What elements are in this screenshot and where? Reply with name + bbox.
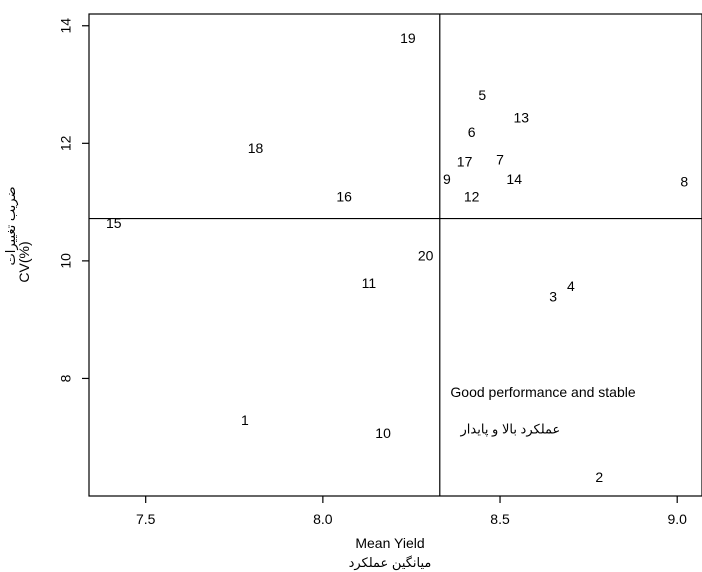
point-label-16: 16 xyxy=(336,189,352,205)
point-label-19: 19 xyxy=(400,30,416,46)
annotation-good-performance-persian: عملکرد بالا و پایدار xyxy=(460,422,561,438)
point-label-17: 17 xyxy=(457,153,473,169)
annotation-good-performance: Good performance and stable xyxy=(450,384,635,400)
plot-area xyxy=(88,13,702,497)
point-label-18: 18 xyxy=(248,140,264,156)
x-tick-label: 9.0 xyxy=(667,511,687,527)
y-axis-title-persian: ضریب تغییرات xyxy=(3,187,19,266)
x-axis: 7.5 8.0 8.5 9.0 xyxy=(136,496,687,527)
point-label-20: 20 xyxy=(418,247,434,263)
point-label-15: 15 xyxy=(106,215,122,231)
y-tick-label: 8 xyxy=(58,374,74,382)
point-label-7: 7 xyxy=(496,152,504,168)
point-label-14: 14 xyxy=(506,171,522,187)
y-tick-label: 14 xyxy=(58,18,74,34)
y-axis: 8 10 12 14 xyxy=(58,18,89,382)
point-label-12: 12 xyxy=(464,189,480,205)
point-label-1: 1 xyxy=(241,412,249,428)
annotations: Good performance and stable عملکرد بالا و… xyxy=(450,384,635,438)
x-tick-label: 8.0 xyxy=(313,511,333,527)
point-label-2: 2 xyxy=(595,469,603,485)
point-label-10: 10 xyxy=(375,425,391,441)
y-tick-label: 12 xyxy=(58,135,74,151)
y-axis-title: CV(%) xyxy=(16,241,32,282)
point-label-4: 4 xyxy=(567,278,575,294)
point-label-8: 8 xyxy=(680,173,688,189)
point-label-6: 6 xyxy=(468,124,476,140)
point-label-11: 11 xyxy=(362,275,377,291)
x-axis-title: Mean Yield xyxy=(355,535,424,551)
point-label-13: 13 xyxy=(513,109,529,125)
point-label-5: 5 xyxy=(478,87,486,103)
x-axis-title-persian: میانگین عملکرد xyxy=(349,555,432,571)
point-label-3: 3 xyxy=(549,289,557,305)
plot-box xyxy=(88,13,702,497)
x-tick-label: 8.5 xyxy=(490,511,510,527)
x-tick-label: 7.5 xyxy=(136,511,156,527)
point-label-9: 9 xyxy=(443,171,451,187)
y-tick-label: 10 xyxy=(58,253,74,269)
